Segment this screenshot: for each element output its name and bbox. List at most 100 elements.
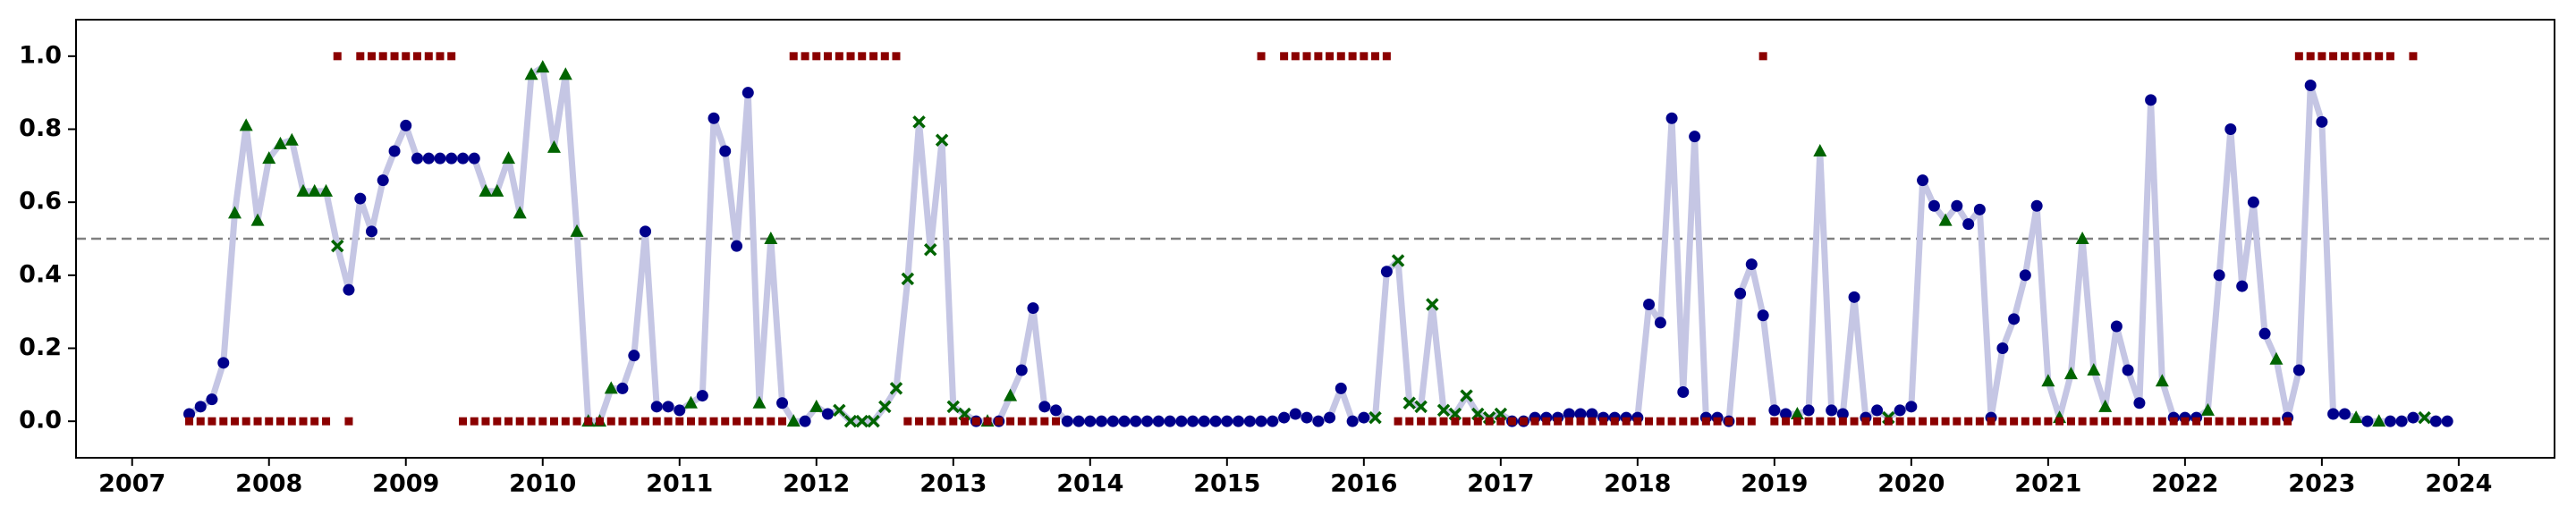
x-tick-label: 2023 [2288,470,2355,498]
regime-marker [470,417,479,426]
circle-marker [1267,415,1279,427]
series-line [187,63,2448,425]
regime-marker [219,417,228,426]
regime-marker [880,52,889,61]
circle-marker [434,152,446,165]
circle-marker [377,174,389,187]
regime-marker [1588,417,1597,426]
regime-marker [310,417,319,426]
regime-marker [287,417,296,426]
regime-marker [709,417,718,426]
regime-marker [1508,417,1517,426]
regime-marker [1998,417,2007,426]
cross-marker [1460,389,1473,402]
regime-marker [1564,417,1573,426]
regime-marker [971,417,980,426]
regime-marker [2192,417,2201,426]
x-tick-label: 2010 [509,470,576,498]
regime-marker [1987,417,1996,426]
circle-marker [2224,123,2237,135]
circle-marker [1278,411,1291,424]
circle-marker [206,393,218,406]
regime-marker [1360,52,1368,61]
regime-marker [1326,52,1335,61]
regime-marker [1417,417,1426,426]
circle-marker [674,404,686,417]
regime-marker [2089,417,2098,426]
cross-marker [833,403,846,418]
regime-marker [1747,417,1756,426]
regime-marker [1941,417,1950,426]
regime-marker [424,52,433,61]
regime-marker [903,417,912,426]
regime-marker [2123,417,2132,426]
regime-marker [1827,417,1836,426]
x-tick-label: 2019 [1741,470,1808,498]
regime-marker [493,417,502,426]
circle-marker [1209,415,1222,427]
circle-marker [628,350,640,362]
circle-marker [776,397,789,409]
regime-marker [561,417,570,426]
regime-marker [1530,417,1539,426]
circle-marker [1928,199,1940,212]
circle-marker [1038,401,1051,413]
regime-marker [1599,417,1608,426]
regime-marker [2272,417,2281,426]
cross-marker [946,400,961,414]
circle-marker [1962,218,1975,231]
circle-marker [640,225,652,238]
regime-marker [515,417,524,426]
triangle-marker [570,224,584,237]
circle-marker [411,152,423,165]
circle-marker [1871,404,1884,417]
regime-marker [1816,417,1825,426]
regime-marker [2215,417,2224,426]
circle-marker [1574,408,1587,420]
circle-marker [2407,411,2419,424]
triangle-marker [604,381,618,394]
circle-marker [217,357,230,369]
circle-marker [1118,415,1131,427]
circle-marker [741,87,754,99]
regime-marker [2351,52,2360,61]
regime-marker [1017,417,1026,426]
regime-marker [265,417,274,426]
cross-marker [843,414,858,428]
regime-marker [1496,417,1505,426]
circle-marker [2384,415,2396,427]
regime-marker [755,417,764,426]
regime-marker [606,417,615,426]
triangle-marker [239,118,253,131]
regime-marker [2294,52,2303,61]
triangle-marker [764,232,778,244]
circle-marker [821,408,834,420]
regime-marker [1964,417,1973,426]
regime-marker [322,417,331,426]
triangle-marker [752,395,767,409]
triangle-marker [1938,213,1953,226]
cross-marker [867,414,880,428]
x-tick-label: 2012 [783,470,850,498]
cross-marker [1426,298,1439,311]
y-tick-label: 0.4 [19,260,62,288]
regime-marker [1280,52,1289,61]
regime-marker [915,417,924,426]
circle-marker [1233,415,1245,427]
cross-marker [889,382,903,395]
regime-marker [937,417,946,426]
regime-marker [2318,52,2326,61]
triangle-marker [250,213,265,226]
regime-marker [2238,417,2247,426]
triangle-marker [558,67,572,80]
regime-marker [733,417,741,426]
cross-marker [878,400,892,414]
regime-marker [1736,417,1745,426]
regime-marker [584,417,593,426]
circle-marker [1050,404,1063,417]
regime-marker [447,52,456,61]
regime-marker [1667,417,1676,426]
circle-marker [2122,364,2134,376]
regime-marker [436,52,445,61]
regime-marker [344,417,353,426]
